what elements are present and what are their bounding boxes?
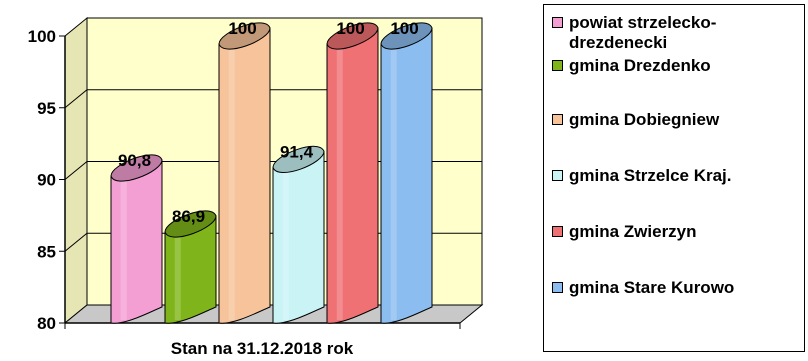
data-label: 86,9 <box>172 207 205 226</box>
legend-swatch <box>552 60 563 71</box>
bar <box>164 210 217 324</box>
legend-label-continued: drezdenecki <box>569 33 668 52</box>
bar-body <box>218 27 271 324</box>
bar <box>110 154 163 324</box>
legend: powiat strzelecko- drezdenecki gmina Dre… <box>543 4 805 352</box>
bar-top <box>326 22 379 50</box>
legend-item-stare-kurowo: gmina Stare Kurowo <box>552 278 734 298</box>
bar-top <box>164 210 217 238</box>
y-tick-label: 95 <box>37 99 56 118</box>
y-tick-label: 100 <box>28 27 56 46</box>
bar-body <box>272 150 325 324</box>
legend-label: gmina Drezdenko <box>569 56 711 75</box>
legend-item-dobiegniew: gmina Dobiegniew <box>552 110 719 130</box>
data-label: 90,8 <box>118 151 151 170</box>
bar-top <box>380 22 433 50</box>
bar <box>380 22 433 324</box>
legend-item-zwierzyn: gmina Zwierzyn <box>552 222 697 242</box>
axes <box>59 35 461 329</box>
legend-item-powiat: powiat strzelecko- drezdenecki <box>552 13 716 53</box>
y-tick-label: 80 <box>37 314 56 333</box>
bars <box>110 22 433 324</box>
x-axis-label: Stan na 31.12.2018 rok <box>171 339 354 358</box>
legend-label: powiat strzelecko- <box>569 13 717 32</box>
bar-body <box>326 27 379 324</box>
data-labels: 90,8 86,9 100 91,4 100 100 <box>118 19 419 226</box>
legend-item-strzelce: gmina Strzelce Kraj. <box>552 166 732 186</box>
legend-label: gmina Dobiegniew <box>569 110 720 129</box>
bar-body <box>380 27 433 324</box>
bar <box>218 22 271 324</box>
legend-swatch <box>552 282 563 293</box>
legend-label: gmina Zwierzyn <box>569 222 697 241</box>
legend-swatch <box>552 114 563 125</box>
bar-body <box>110 159 163 324</box>
bar-top <box>272 145 325 173</box>
legend-label: gmina Strzelce Kraj. <box>569 166 732 185</box>
bar-top <box>110 154 163 182</box>
data-label: 91,4 <box>280 142 314 161</box>
y-tick-label: 90 <box>37 171 56 190</box>
y-tick-labels: 80 85 90 95 100 <box>28 27 56 333</box>
legend-swatch <box>552 226 563 237</box>
bar-top <box>218 22 271 50</box>
y-tick-label: 85 <box>37 242 56 261</box>
legend-swatch <box>552 17 563 28</box>
legend-label: gmina Stare Kurowo <box>569 278 735 297</box>
data-label: 100 <box>228 19 256 38</box>
legend-item-drezdenko: gmina Drezdenko <box>552 56 711 76</box>
bar <box>326 22 379 324</box>
bar-chart: 80 85 90 95 100 90,8 86,9 100 91,4 100 100 Stan n… <box>28 16 484 358</box>
data-label: 100 <box>390 19 418 38</box>
bar <box>272 145 325 324</box>
data-label: 100 <box>336 19 364 38</box>
legend-swatch <box>552 170 563 181</box>
